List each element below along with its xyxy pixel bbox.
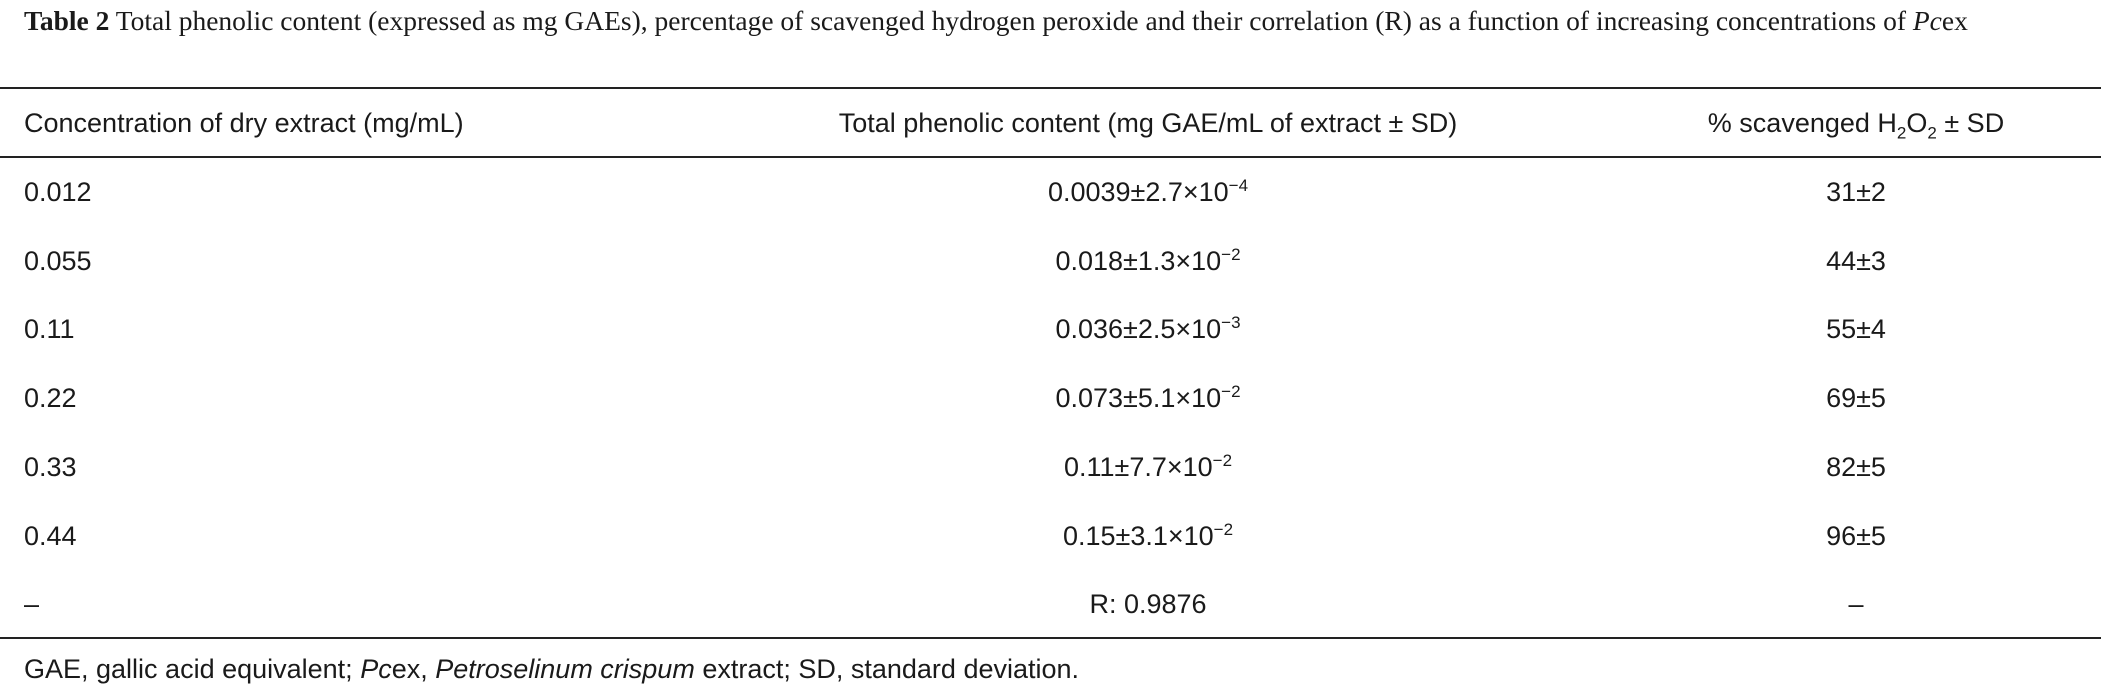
bottom-rule [0,637,2101,639]
caption-label: Table 2 [24,5,110,36]
text-run: 0.15±3.1×10 [1062,520,1214,551]
caption: Table 2 Total phenolic content (expresse… [24,2,2094,39]
table-cell: 0.22 [24,383,77,414]
table-cell: 0.11 [24,314,75,345]
text-run: 0.0039±2.7×10 [1047,177,1229,207]
table-cell: R: 0.9876 [1089,589,1207,620]
header-rule [0,156,2101,158]
header-cell: Total phenolic content (mg GAE/mL of ext… [838,108,1458,138]
table-cell: 0.036±2.5×10−3 [1055,312,1240,346]
text-run: % scavenged H [1707,108,1897,138]
table-cell: 31±2 [1826,177,1886,207]
footnote: GAE, gallic acid equivalent; Pcex, Petro… [24,652,1079,686]
text-run: extract; SD, standard deviation. [694,654,1080,684]
text-run: 2 [1927,123,1937,143]
table-cell: 0.012 [24,177,92,207]
table-cell: 0.018±1.3×10−2 [1055,244,1240,278]
text-run: Pc [360,654,392,684]
table-cell: 96±5 [1826,520,1886,551]
text-run: O [1906,108,1928,138]
top-rule [0,87,2101,89]
header-cell: Concentration of dry extract (mg/mL) [24,108,464,138]
table-cell: 55±4 [1826,314,1886,345]
table-cell: 0.15±3.1×10−2 [1063,519,1233,553]
table-cell: 0.0039±2.7×10−4 [1048,175,1248,209]
text-run: Petroselinum crispum [435,654,695,684]
text-run: ± SD [1936,108,2005,138]
table-cell: 0.11±7.7×10−2 [1064,450,1232,484]
text-run: −2 [1212,450,1233,470]
caption-text: Total phenolic content (expressed as mg … [109,5,1968,36]
text-run: 0.11±7.7×10 [1063,451,1213,482]
text-run: −2 [1221,382,1241,402]
table-cell: 44±3 [1826,245,1886,276]
text-run: Total phenolic content (expressed as mg … [109,5,1913,36]
text-run: −4 [1228,176,1249,195]
text-run: 0.018±1.3×10 [1055,245,1222,276]
table-cell: 69±5 [1826,383,1886,414]
text-run: ex [1941,5,1968,36]
table-cell: 0.44 [24,520,77,551]
text-run: 0.036±2.5×10 [1055,314,1222,345]
text-run: GAE, gallic acid equivalent; [24,654,361,684]
text-run: −2 [1213,519,1234,539]
table-cell: 0.33 [24,451,77,482]
table-cell: 82±5 [1826,451,1886,482]
text-run: −3 [1221,313,1241,333]
text-run: 2 [1896,123,1907,143]
text-run: ex, [391,654,436,684]
table-cell: – [1848,589,1864,620]
header-cell: % scavenged H2O2 ± SD [1707,106,2005,143]
text-run: 0.073±5.1×10 [1055,383,1222,414]
text-run: −2 [1221,244,1241,264]
table-cell: – [24,589,40,620]
text-run: Pc [1912,5,1942,36]
table-cell: 0.073±5.1×10−2 [1055,381,1240,415]
table-cell: 0.055 [24,245,92,276]
